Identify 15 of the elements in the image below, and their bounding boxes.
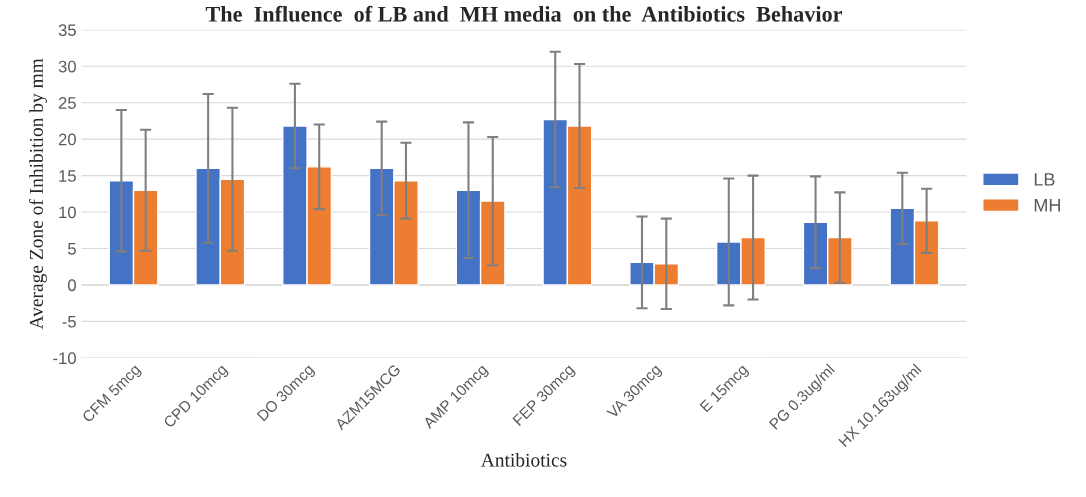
- y-tick-label: 10: [59, 206, 76, 219]
- legend-label: MH: [1034, 199, 1060, 212]
- y-axis-title: Average Zone of Inhibition by mm: [29, 58, 47, 330]
- y-tick-label: 25: [58, 97, 76, 109]
- y-tick-label: 35: [58, 24, 76, 37]
- y-tick-label: 5: [67, 243, 76, 255]
- x-axis-title: Antibiotics: [480, 453, 567, 467]
- y-tick-label: 0: [67, 279, 76, 292]
- legend-label: LB: [1034, 173, 1055, 186]
- y-tick-label: 30: [58, 60, 76, 73]
- y-tick-label: 15: [59, 170, 76, 182]
- chart-title: The Influence of LB and MH media on the Antibiotics Behavior: [205, 5, 843, 22]
- y-tick-label: -10: [53, 352, 76, 365]
- y-tick-label: 20: [58, 133, 76, 146]
- y-tick-label: -5: [62, 315, 76, 328]
